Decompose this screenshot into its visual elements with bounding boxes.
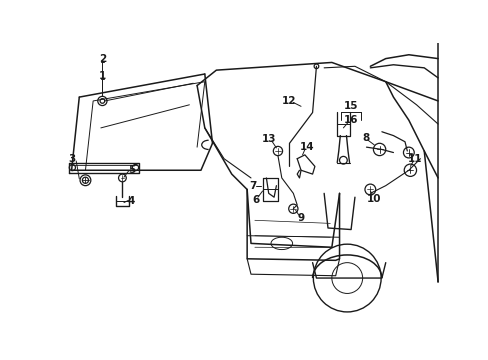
Text: 6: 6 (252, 194, 260, 204)
Circle shape (339, 156, 346, 164)
Text: 15: 15 (343, 101, 358, 111)
Text: 13: 13 (261, 134, 275, 144)
Circle shape (313, 64, 318, 69)
Text: 8: 8 (362, 133, 369, 143)
Text: 3: 3 (68, 154, 75, 164)
Circle shape (82, 177, 88, 183)
Circle shape (98, 96, 107, 105)
Text: 14: 14 (299, 142, 314, 152)
Text: 12: 12 (282, 96, 296, 106)
Text: 2: 2 (99, 54, 106, 64)
Text: 5: 5 (128, 165, 135, 175)
Circle shape (100, 99, 104, 103)
Circle shape (288, 204, 297, 213)
Text: 16: 16 (343, 115, 358, 125)
Circle shape (273, 147, 282, 156)
Text: 9: 9 (297, 213, 304, 223)
Circle shape (80, 175, 91, 186)
Text: 10: 10 (366, 194, 381, 204)
Circle shape (373, 143, 385, 156)
Circle shape (364, 184, 375, 195)
Text: 1: 1 (99, 71, 106, 81)
Circle shape (403, 147, 413, 158)
Text: 4: 4 (128, 196, 135, 206)
Text: 7: 7 (248, 181, 256, 191)
Circle shape (404, 164, 416, 176)
Text: 11: 11 (407, 154, 422, 164)
Circle shape (118, 174, 126, 182)
